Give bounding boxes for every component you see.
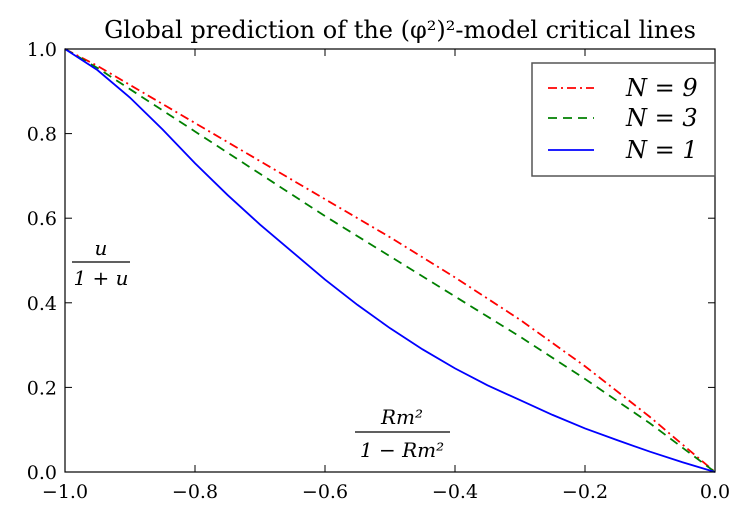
x-annotation-numerator: Rm² — [380, 405, 423, 429]
legend-label-n1: N = 1 — [625, 136, 698, 164]
x-tick-label: −1.0 — [42, 481, 88, 503]
legend-box — [531, 62, 716, 177]
x-tick-label: −0.4 — [432, 481, 478, 503]
ticks-layer: −1.0 −0.8 −0.6 −0.4 −0.2 0.0 0.0 0.2 0.4 0.6 0.8 1.… — [27, 39, 730, 503]
y-tick-label: 0.0 — [27, 462, 57, 484]
plot-frame — [64, 48, 716, 473]
x-annotation: Rm² 1 − Rm² — [355, 405, 450, 462]
legend: N = 9 N = 3 N = 1 — [531, 62, 716, 177]
legend-label-n3: N = 3 — [625, 104, 698, 132]
series-line-n-9 — [64, 48, 716, 473]
x-tick-label: −0.6 — [302, 481, 348, 503]
y-tick-label: 0.4 — [27, 293, 57, 315]
y-tick-label: 0.2 — [27, 377, 57, 399]
chart-title: Global prediction of the (φ²)²-model cri… — [104, 16, 696, 44]
series-line-n-1 — [64, 48, 716, 473]
y-tick-label: 0.6 — [27, 208, 57, 230]
y-annotation-denominator: 1 + u — [73, 266, 128, 290]
x-annotation-denominator: 1 − Rm² — [360, 438, 444, 462]
x-tick-label: −0.2 — [562, 481, 608, 503]
series-line-n-3 — [64, 48, 716, 473]
y-annotation-numerator: u — [95, 236, 108, 260]
x-tick-label: 0.0 — [700, 481, 730, 503]
y-annotation: u 1 + u — [72, 236, 130, 290]
y-tick-label: 0.8 — [27, 124, 57, 146]
y-tick-label: 1.0 — [27, 39, 57, 61]
series-layer — [64, 48, 716, 473]
legend-label-n9: N = 9 — [625, 74, 698, 102]
x-tick-label: −0.8 — [172, 481, 218, 503]
